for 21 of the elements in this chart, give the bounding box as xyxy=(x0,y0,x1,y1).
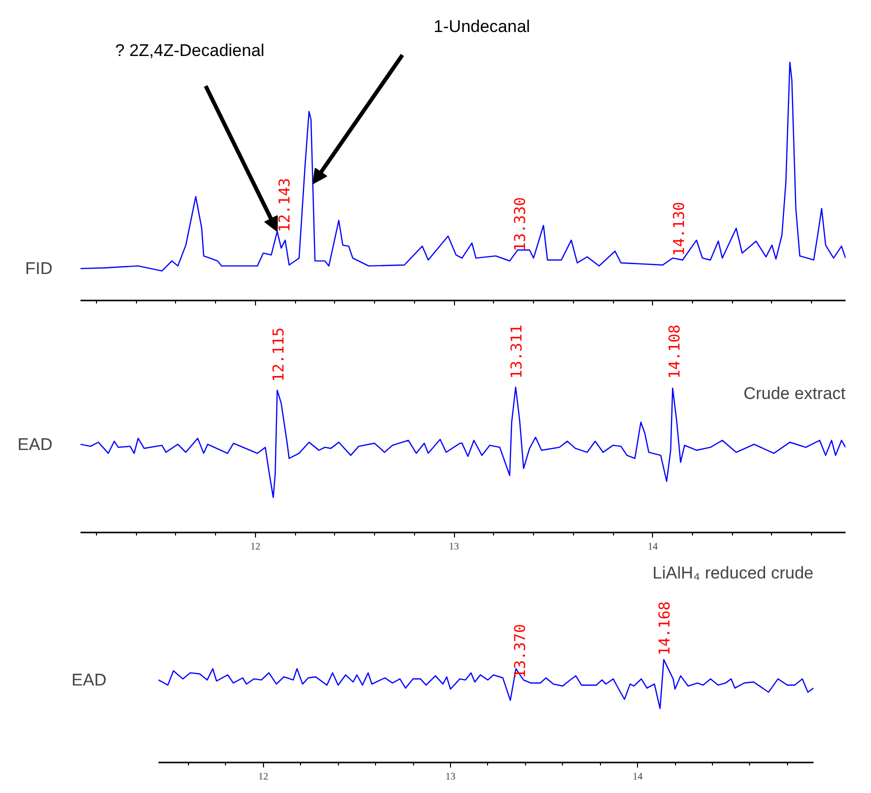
annotation: 13.330 xyxy=(511,197,530,252)
annotation: 14.130 xyxy=(670,202,688,256)
annotation: 13.311 xyxy=(507,324,526,379)
x-tick-label: 12 xyxy=(258,772,268,782)
annotation: 12.115 xyxy=(270,328,288,382)
y-axis-title: EAD xyxy=(72,670,107,690)
x-tick-label: 12 xyxy=(250,542,260,552)
y-axis-title: EAD xyxy=(18,434,53,454)
x-tick-label: 14 xyxy=(632,772,643,782)
annotation: 13.370 xyxy=(511,624,530,678)
x-tick-label: 13 xyxy=(449,542,460,552)
y-axis-title: FID xyxy=(25,259,53,278)
annotation: 14.108 xyxy=(666,324,684,379)
text: ? 2Z,4Z-Decadienal xyxy=(115,40,264,60)
annotation: 14.168 xyxy=(655,601,674,656)
chart-subtitle: Crude extract xyxy=(743,384,846,403)
text: 1-Undecanal xyxy=(434,16,530,36)
x-tick-label: 14 xyxy=(648,542,658,552)
chart-subtitle: LiAlH₄ reduced crude xyxy=(652,564,814,582)
x-tick-label: 13 xyxy=(445,772,456,782)
annotation: 12.143 xyxy=(275,178,294,232)
